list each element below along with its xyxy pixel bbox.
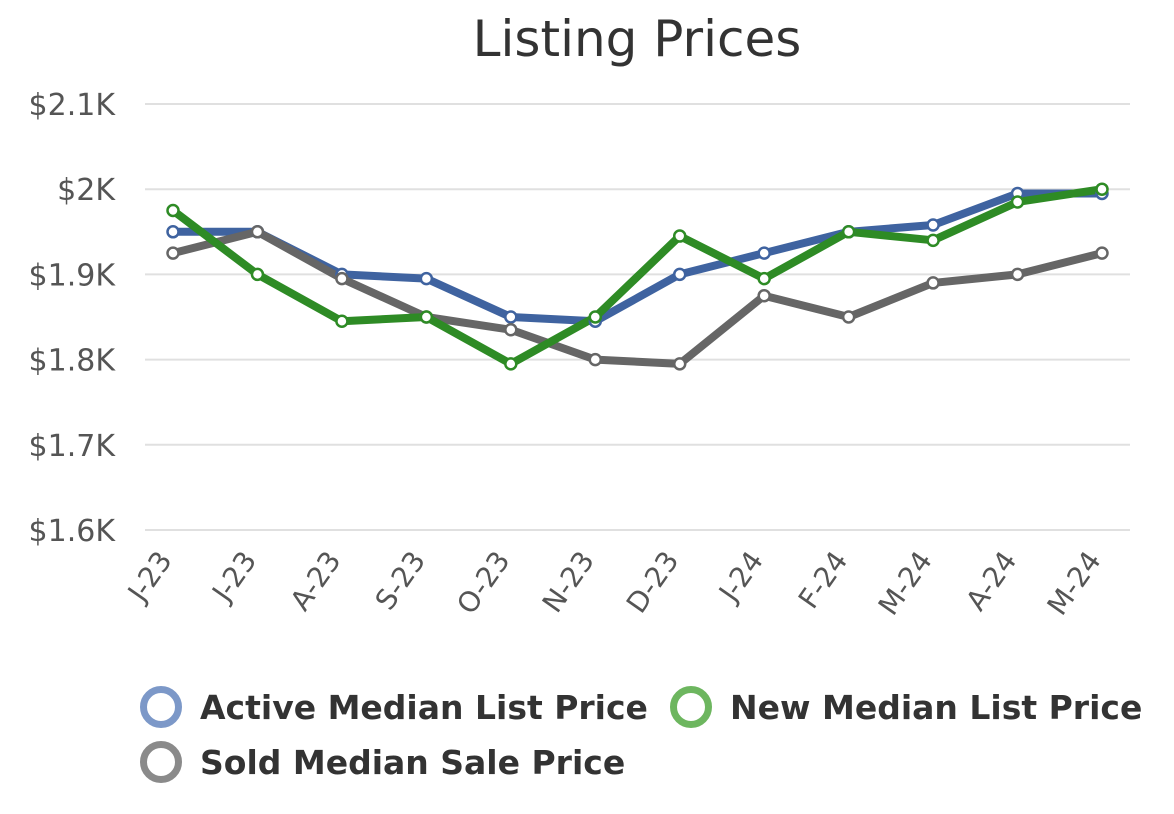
x-tick-label: J-23 [205, 545, 264, 609]
y-tick-label: $2.1K [29, 88, 117, 123]
data-point[interactable] [335, 314, 349, 329]
data-point[interactable] [672, 267, 687, 282]
legend-swatch-new [670, 686, 712, 728]
series-line-2 [169, 227, 1106, 368]
x-tick-label: S-23 [369, 545, 432, 616]
data-point[interactable] [841, 310, 856, 324]
x-tick-label: O-23 [450, 545, 516, 620]
y-tick-label: $2K [57, 173, 116, 208]
data-point[interactable] [419, 310, 434, 324]
y-tick-label: $1.6K [29, 514, 117, 549]
data-point[interactable] [1095, 246, 1109, 260]
data-point[interactable] [588, 352, 603, 367]
x-tick-label: M-24 [1041, 545, 1108, 621]
data-point[interactable] [166, 246, 180, 260]
x-tick-label: F-24 [792, 545, 855, 615]
data-point[interactable] [1010, 267, 1025, 282]
legend-item-active-median-list-price[interactable]: Active Median List Price [140, 686, 648, 728]
legend-label-sold: Sold Median Sale Price [200, 742, 626, 782]
data-point[interactable] [926, 276, 940, 290]
data-point[interactable] [1095, 182, 1109, 196]
data-point[interactable] [672, 229, 687, 243]
x-tick-label: D-23 [620, 545, 686, 619]
data-point[interactable] [757, 271, 771, 286]
data-point[interactable] [504, 323, 518, 337]
legend-item-sold-median-sale-price[interactable]: Sold Median Sale Price [140, 741, 625, 783]
legend-swatch-active [140, 686, 182, 728]
y-tick-label: $1.8K [29, 344, 117, 379]
x-tick-label: A-24 [959, 545, 1023, 617]
y-tick-label: $1.7K [29, 429, 117, 464]
legend-label-active: Active Median List Price [200, 687, 648, 727]
data-point[interactable] [166, 203, 180, 218]
data-point[interactable] [1010, 195, 1025, 209]
data-point[interactable] [926, 218, 940, 232]
legend-item-new-median-list-price[interactable]: New Median List Price [670, 686, 1142, 728]
x-tick-label: J-24 [711, 545, 770, 609]
data-point[interactable] [250, 267, 265, 282]
legend-label-new: New Median List Price [730, 687, 1143, 727]
legend-swatch-sold [140, 741, 182, 783]
data-point[interactable] [504, 310, 518, 324]
data-point[interactable] [250, 225, 265, 239]
x-tick-label: M-24 [872, 545, 939, 621]
data-point[interactable] [841, 225, 856, 239]
x-tick-label: J-23 [120, 545, 179, 609]
data-point[interactable] [504, 357, 518, 371]
data-point[interactable] [166, 225, 180, 239]
y-tick-label: $1.9K [29, 258, 117, 293]
series-line-1 [169, 185, 1106, 368]
data-point[interactable] [757, 246, 771, 260]
data-point[interactable] [588, 310, 603, 324]
data-point[interactable] [672, 357, 687, 371]
data-point[interactable] [926, 233, 940, 248]
data-point[interactable] [335, 271, 349, 286]
data-point[interactable] [757, 288, 771, 303]
x-tick-label: N-23 [536, 545, 601, 619]
x-tick-label: A-23 [284, 545, 348, 617]
data-point[interactable] [419, 271, 434, 286]
chart-title: Listing Prices [472, 10, 802, 68]
